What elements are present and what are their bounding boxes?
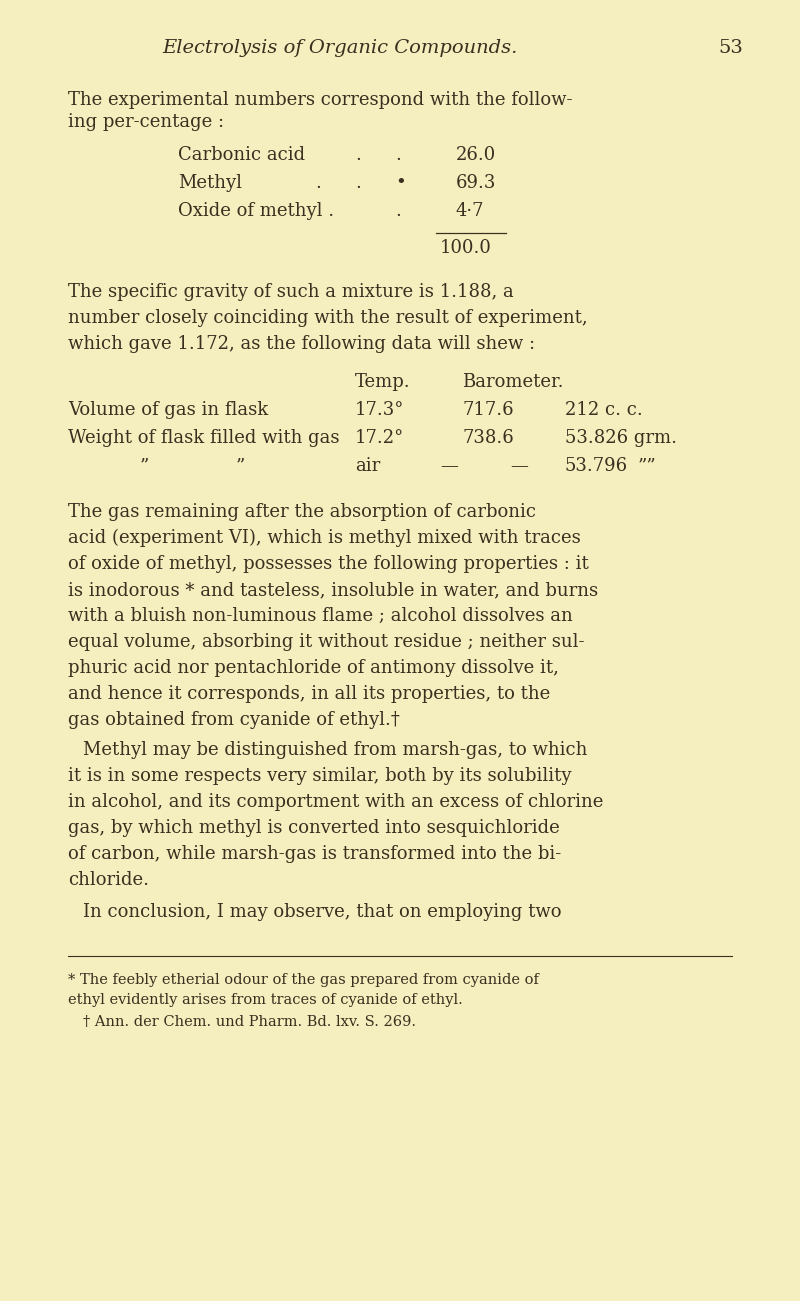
Text: .: . (395, 146, 401, 164)
Text: in alcohol, and its comportment with an excess of chlorine: in alcohol, and its comportment with an … (68, 794, 603, 811)
Text: In conclusion, I may observe, that on employing two: In conclusion, I may observe, that on em… (83, 903, 562, 921)
Text: The gas remaining after the absorption of carbonic: The gas remaining after the absorption o… (68, 503, 536, 520)
Text: 17.2°: 17.2° (355, 429, 404, 448)
Text: which gave 1.172, as the following data will shew :: which gave 1.172, as the following data … (68, 334, 535, 353)
Text: .: . (315, 174, 321, 193)
Text: it is in some respects very similar, both by its solubility: it is in some respects very similar, bot… (68, 768, 571, 785)
Text: Volume of gas in flask: Volume of gas in flask (68, 401, 268, 419)
Text: 53: 53 (718, 39, 743, 57)
Text: phuric acid nor pentachloride of antimony dissolve it,: phuric acid nor pentachloride of antimon… (68, 660, 559, 677)
Text: and hence it corresponds, in all its properties, to the: and hence it corresponds, in all its pro… (68, 686, 550, 703)
Text: 53.796: 53.796 (565, 457, 628, 475)
Text: Carbonic acid: Carbonic acid (178, 146, 305, 164)
Text: Methyl: Methyl (178, 174, 242, 193)
Text: * The feebly etherial odour of the gas prepared from cyanide of: * The feebly etherial odour of the gas p… (68, 973, 539, 987)
Text: of oxide of methyl, possesses the following properties : it: of oxide of methyl, possesses the follow… (68, 556, 589, 572)
Text: .: . (355, 174, 361, 193)
Text: chloride.: chloride. (68, 870, 149, 889)
Text: Barometer.: Barometer. (462, 373, 563, 392)
Text: 53.826 grm.: 53.826 grm. (565, 429, 677, 448)
Text: The specific gravity of such a mixture is 1.188, a: The specific gravity of such a mixture i… (68, 284, 514, 301)
Text: air: air (355, 457, 380, 475)
Text: .: . (395, 202, 401, 220)
Text: ”: ” (236, 457, 246, 475)
Text: 212 c. c.: 212 c. c. (565, 401, 642, 419)
Text: •: • (395, 174, 406, 193)
Text: 17.3°: 17.3° (355, 401, 404, 419)
Text: 100.0: 100.0 (440, 239, 492, 258)
Text: 69.3: 69.3 (456, 174, 496, 193)
Text: 738.6: 738.6 (462, 429, 514, 448)
Text: with a bluish non-luminous flame ; alcohol dissolves an: with a bluish non-luminous flame ; alcoh… (68, 608, 573, 624)
Text: Temp.: Temp. (355, 373, 410, 392)
Text: .: . (355, 146, 361, 164)
Text: The experimental numbers correspond with the follow-: The experimental numbers correspond with… (68, 91, 573, 109)
Text: —: — (510, 457, 528, 475)
Text: equal volume, absorbing it without residue ; neither sul-: equal volume, absorbing it without resid… (68, 634, 585, 650)
Text: Oxide of methyl .: Oxide of methyl . (178, 202, 334, 220)
Text: Weight of flask filled with gas: Weight of flask filled with gas (68, 429, 339, 448)
Text: 4·7: 4·7 (456, 202, 485, 220)
Text: 717.6: 717.6 (462, 401, 514, 419)
Text: Methyl may be distinguished from marsh-gas, to which: Methyl may be distinguished from marsh-g… (83, 742, 587, 758)
Text: number closely coinciding with the result of experiment,: number closely coinciding with the resul… (68, 310, 588, 327)
Text: ing per-centage :: ing per-centage : (68, 113, 224, 131)
Text: acid (experiment VI), which is methyl mixed with traces: acid (experiment VI), which is methyl mi… (68, 530, 581, 548)
Text: gas obtained from cyanide of ethyl.†: gas obtained from cyanide of ethyl.† (68, 712, 400, 729)
Text: is inodorous * and tasteless, insoluble in water, and burns: is inodorous * and tasteless, insoluble … (68, 582, 598, 598)
Text: † Ann. der Chem. und Pharm. Bd. lxv. S. 269.: † Ann. der Chem. und Pharm. Bd. lxv. S. … (83, 1015, 416, 1029)
Text: ””: ”” (638, 457, 657, 475)
Text: 26.0: 26.0 (456, 146, 496, 164)
Text: of carbon, while marsh-gas is transformed into the bi-: of carbon, while marsh-gas is transforme… (68, 846, 562, 863)
Text: gas, by which methyl is converted into sesquichloride: gas, by which methyl is converted into s… (68, 820, 560, 837)
Text: ”: ” (140, 457, 150, 475)
Text: ethyl evidently arises from traces of cyanide of ethyl.: ethyl evidently arises from traces of cy… (68, 993, 462, 1007)
Text: Electrolysis of Organic Compounds.: Electrolysis of Organic Compounds. (162, 39, 518, 57)
Text: —: — (440, 457, 458, 475)
